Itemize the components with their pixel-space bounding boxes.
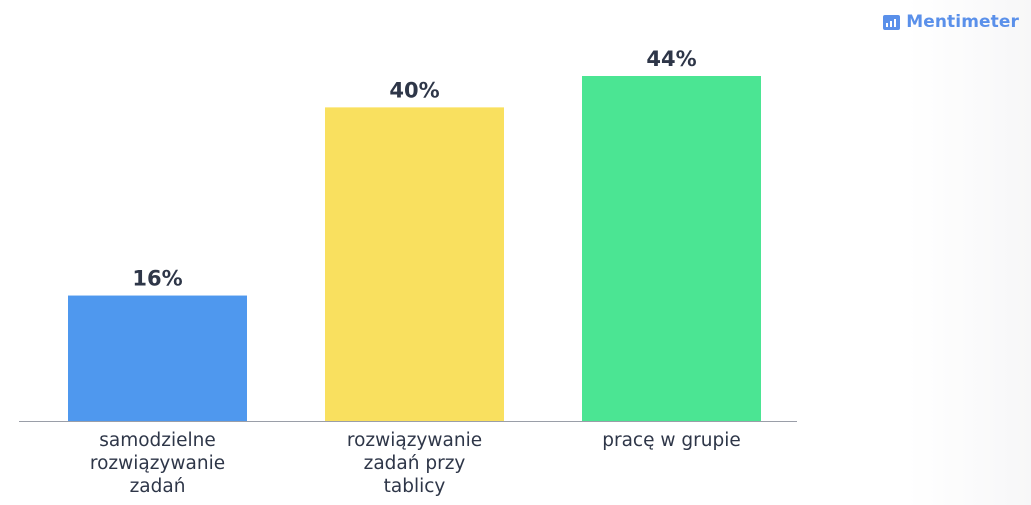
bar-value-label-3: 44%: [646, 47, 696, 71]
mentimeter-logo: Mentimeter: [883, 12, 1019, 32]
bar-3: [582, 76, 761, 421]
brand-name: Mentimeter: [906, 12, 1019, 32]
category-label-1: samodzielne rozwiązywanie zadań: [90, 430, 225, 497]
bar-value-label-1: 16%: [132, 267, 182, 291]
bar-value-label-2: 40%: [389, 78, 439, 102]
bar-chart-icon: [883, 14, 901, 30]
category-label-2: rozwiązywanie zadań przy tablicy: [347, 430, 482, 497]
bar-1: [68, 295, 247, 421]
bar-2: [325, 107, 504, 421]
category-label-3: pracę w grupie: [602, 430, 740, 451]
